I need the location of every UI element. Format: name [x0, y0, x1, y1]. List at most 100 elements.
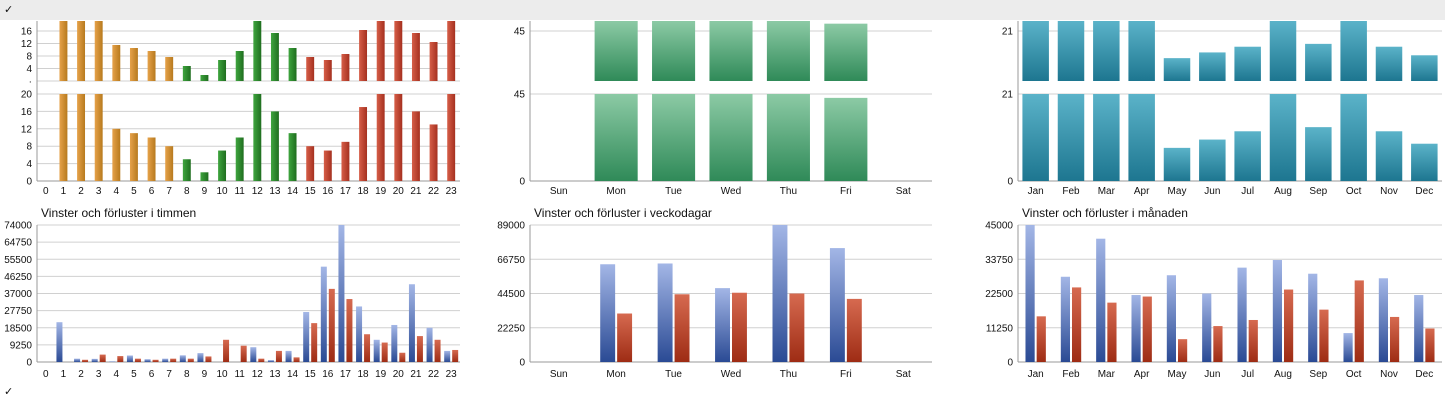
win-bar[interactable] [162, 358, 169, 362]
bar[interactable] [147, 137, 156, 182]
bar-overlay[interactable] [165, 57, 174, 81]
win-bar[interactable] [408, 284, 415, 362]
loss-bar[interactable] [1319, 309, 1329, 362]
bar-overlay[interactable] [112, 45, 121, 81]
win-bar[interactable] [338, 225, 345, 362]
bar[interactable] [323, 150, 332, 181]
bar[interactable] [1022, 94, 1049, 181]
loss-bar[interactable] [1284, 289, 1294, 362]
bar-overlay[interactable] [429, 42, 438, 81]
win-bar[interactable] [657, 263, 673, 362]
bar[interactable] [235, 137, 244, 182]
win-bar[interactable] [444, 350, 451, 362]
win-bar[interactable] [1060, 276, 1070, 362]
bar-overlay[interactable] [594, 21, 638, 81]
bar[interactable] [341, 141, 350, 181]
loss-bar[interactable] [275, 350, 282, 362]
bar[interactable] [129, 133, 138, 181]
bar-overlay[interactable] [1411, 55, 1438, 81]
bar-overlay[interactable] [1305, 43, 1332, 81]
bar[interactable] [594, 94, 638, 181]
win-bar[interactable] [1343, 333, 1353, 362]
loss-bar[interactable] [223, 339, 230, 362]
bar-overlay[interactable] [129, 48, 138, 81]
bar-overlay[interactable] [218, 60, 227, 81]
loss-bar[interactable] [674, 294, 690, 362]
bar[interactable] [1057, 94, 1085, 181]
win-bar[interactable] [1308, 273, 1318, 362]
bar[interactable] [429, 124, 438, 181]
loss-bar[interactable] [82, 359, 89, 362]
bar[interactable] [253, 94, 262, 181]
bar[interactable] [359, 107, 368, 181]
loss-bar[interactable] [1107, 302, 1117, 362]
win-bar[interactable] [1025, 225, 1035, 362]
bar[interactable] [1128, 94, 1155, 181]
win-bar[interactable] [74, 358, 81, 362]
bar[interactable] [447, 94, 456, 181]
win-bar[interactable] [1202, 293, 1212, 363]
bar-overlay[interactable] [359, 30, 368, 81]
bar-overlay[interactable] [1234, 46, 1261, 81]
bar-overlay[interactable] [235, 51, 244, 81]
loss-bar[interactable] [846, 298, 862, 362]
bar[interactable] [1269, 94, 1297, 181]
win-bar[interactable] [426, 327, 433, 362]
bar-overlay[interactable] [288, 48, 297, 81]
bar[interactable] [411, 111, 420, 181]
win-bar[interactable] [829, 248, 845, 362]
bar-overlay[interactable] [709, 21, 753, 81]
loss-bar[interactable] [1072, 287, 1082, 362]
bar[interactable] [824, 97, 868, 181]
bar-overlay[interactable] [182, 66, 191, 81]
loss-bar[interactable] [1425, 328, 1435, 362]
loss-bar[interactable] [1390, 316, 1400, 362]
bar-overlay[interactable] [447, 21, 456, 81]
win-bar[interactable] [56, 322, 63, 362]
win-bar[interactable] [1414, 295, 1424, 362]
win-bar[interactable] [356, 306, 363, 362]
bar[interactable] [94, 94, 103, 181]
win-bar[interactable] [1237, 267, 1247, 362]
loss-bar[interactable] [452, 349, 459, 362]
bar[interactable] [376, 94, 385, 181]
win-bar[interactable] [109, 361, 116, 362]
bar-overlay[interactable] [652, 21, 696, 81]
win-bar[interactable] [320, 266, 327, 362]
loss-bar[interactable] [293, 357, 300, 362]
bar[interactable] [1093, 94, 1120, 181]
loss-bar[interactable] [99, 354, 106, 362]
win-bar[interactable] [373, 339, 380, 362]
bar[interactable] [709, 94, 753, 181]
win-bar[interactable] [772, 225, 788, 362]
bar-overlay[interactable] [200, 75, 209, 81]
bar-overlay[interactable] [411, 33, 420, 81]
win-bar[interactable] [250, 347, 257, 362]
bar-overlay[interactable] [94, 21, 103, 81]
bar-overlay[interactable] [1199, 52, 1226, 81]
bar-overlay[interactable] [1128, 21, 1155, 81]
win-bar[interactable] [91, 358, 98, 362]
win-bar[interactable] [144, 359, 151, 362]
bar-overlay[interactable] [824, 23, 868, 82]
win-bar[interactable] [197, 353, 204, 362]
bar[interactable] [1340, 94, 1367, 181]
bar-overlay[interactable] [394, 21, 403, 81]
loss-bar[interactable] [732, 292, 747, 362]
bar-overlay[interactable] [1269, 21, 1297, 81]
loss-bar[interactable] [1248, 319, 1258, 362]
loss-bar[interactable] [328, 288, 335, 362]
win-bar[interactable] [126, 355, 133, 362]
bar-overlay[interactable] [270, 33, 279, 81]
loss-bar[interactable] [117, 356, 124, 362]
loss-bar[interactable] [381, 342, 388, 362]
win-bar[interactable] [1166, 275, 1176, 362]
bar[interactable] [306, 146, 315, 181]
loss-bar[interactable] [434, 339, 441, 362]
bar-overlay[interactable] [1022, 21, 1049, 81]
loss-bar[interactable] [311, 323, 318, 362]
loss-bar[interactable] [617, 313, 633, 362]
win-bar[interactable] [1272, 260, 1282, 362]
bar[interactable] [766, 94, 810, 181]
loss-bar[interactable] [170, 358, 177, 362]
